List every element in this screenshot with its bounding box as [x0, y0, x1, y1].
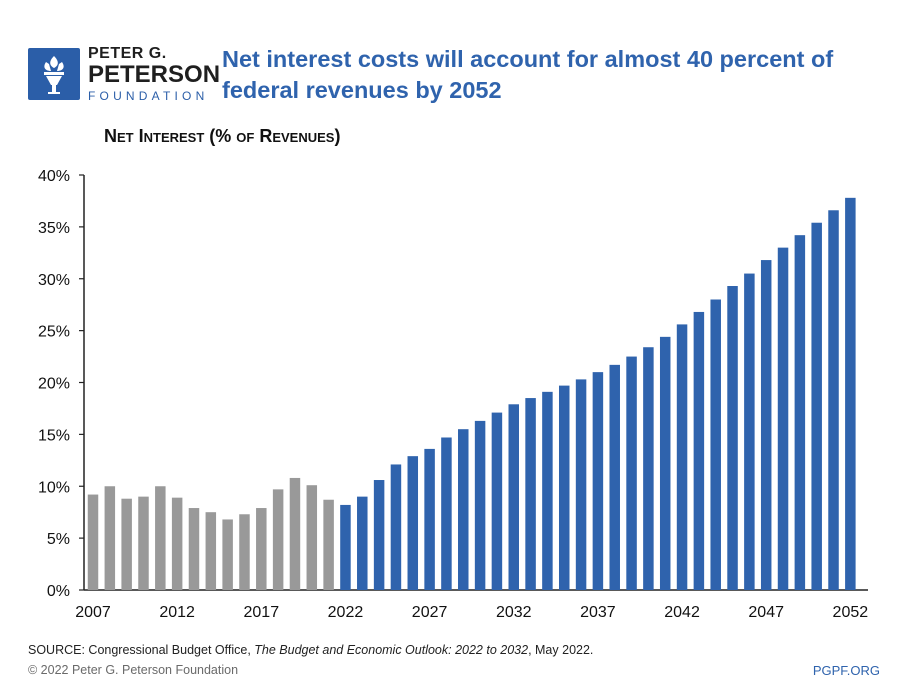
- x-tick-label: 2037: [580, 604, 616, 621]
- logo: PETER G. PETERSON FOUNDATION: [28, 46, 220, 102]
- bar-2039: [626, 356, 637, 590]
- bar-2050: [811, 222, 822, 591]
- bar-2022: [340, 504, 351, 590]
- bar-2036: [575, 379, 587, 590]
- x-tick-label: 2022: [328, 604, 364, 621]
- x-tick-label: 2017: [244, 604, 280, 621]
- bar-2008: [104, 486, 116, 590]
- y-tick-label: 10%: [38, 479, 70, 496]
- y-tick-label: 30%: [38, 272, 70, 289]
- logo-line-2: PETERSON: [88, 61, 221, 88]
- bar-2046: [744, 273, 755, 590]
- bar-2032: [508, 404, 519, 590]
- bar-2042: [676, 324, 688, 590]
- source-title: The Budget and Economic Outlook: 2022 to…: [254, 643, 529, 657]
- y-tick-label: 35%: [38, 220, 70, 237]
- bar-2025: [390, 464, 402, 590]
- bar-2021: [323, 499, 334, 590]
- bar-2033: [525, 398, 536, 590]
- bar-2014: [205, 512, 217, 590]
- bar-2012: [171, 497, 183, 590]
- bar-2041: [659, 336, 671, 590]
- bar-2049: [794, 235, 806, 591]
- y-tick-label: 5%: [47, 531, 70, 548]
- bar-2037: [592, 372, 604, 591]
- bar-2043: [693, 311, 705, 590]
- bar-2044: [710, 299, 721, 590]
- source-suffix: , May 2022.: [528, 643, 594, 657]
- bar-2007: [87, 494, 99, 590]
- y-tick-label: 25%: [38, 324, 70, 341]
- bar-2028: [441, 437, 452, 590]
- y-tick-label: 15%: [38, 427, 70, 444]
- bar-2038: [609, 364, 620, 590]
- copyright: © 2022 Peter G. Peterson Foundation: [28, 663, 239, 677]
- bar-2026: [407, 456, 419, 590]
- page-title: Net interest costs will account for almo…: [222, 46, 834, 103]
- logo-line-1: PETER G.: [88, 45, 167, 62]
- x-tick-label: 2042: [664, 604, 700, 621]
- bar-2035: [558, 385, 570, 590]
- x-tick-label: 2047: [748, 604, 784, 621]
- bar-2023: [357, 496, 368, 591]
- x-tick-label: 2027: [412, 604, 448, 621]
- bar-chart: 0% 5% 10% 15% 20% 25% 30% 35% 40% 2007 2012 2017 202…: [38, 168, 869, 621]
- bar-2011: [155, 486, 166, 590]
- bar-2010: [138, 496, 149, 591]
- y-tick-label: 20%: [38, 376, 70, 393]
- chart-title: Net Interest (% of Revenues): [104, 126, 341, 146]
- bar-2027: [424, 448, 435, 590]
- source-prefix: SOURCE: Congressional Budget Office,: [28, 643, 255, 657]
- x-tick-label: 2012: [159, 604, 195, 621]
- x-tick-label: 2007: [75, 604, 111, 621]
- bar-2040: [643, 347, 654, 590]
- bar-2020: [306, 485, 318, 590]
- bar-2051: [828, 210, 839, 590]
- bar-2029: [458, 429, 469, 590]
- bar-2013: [188, 508, 200, 590]
- bar-2030: [474, 420, 486, 590]
- source-note: SOURCE: Congressional Budget Office, The…: [28, 643, 593, 657]
- x-tick-label: 2032: [496, 604, 532, 621]
- x-tick-label: 2052: [833, 604, 869, 621]
- bar-2016: [239, 514, 250, 590]
- bar-2031: [491, 412, 503, 590]
- torch-icon: [28, 48, 80, 100]
- bar-2009: [121, 498, 132, 590]
- y-tick-label: 40%: [38, 168, 70, 185]
- bar-2034: [542, 391, 553, 590]
- bar-2048: [777, 247, 789, 591]
- bar-2019: [289, 477, 301, 590]
- bar-2018: [272, 489, 284, 590]
- logo-line-3: FOUNDATION: [88, 89, 209, 103]
- bar-2017: [256, 508, 267, 590]
- bar-2047: [760, 260, 772, 590]
- site-link[interactable]: PGPF.ORG: [812, 663, 880, 678]
- bar-2015: [222, 519, 233, 590]
- bar-2052: [845, 197, 856, 590]
- bar-2024: [373, 480, 385, 590]
- bar-2045: [727, 286, 738, 590]
- y-tick-label: 0%: [47, 583, 70, 600]
